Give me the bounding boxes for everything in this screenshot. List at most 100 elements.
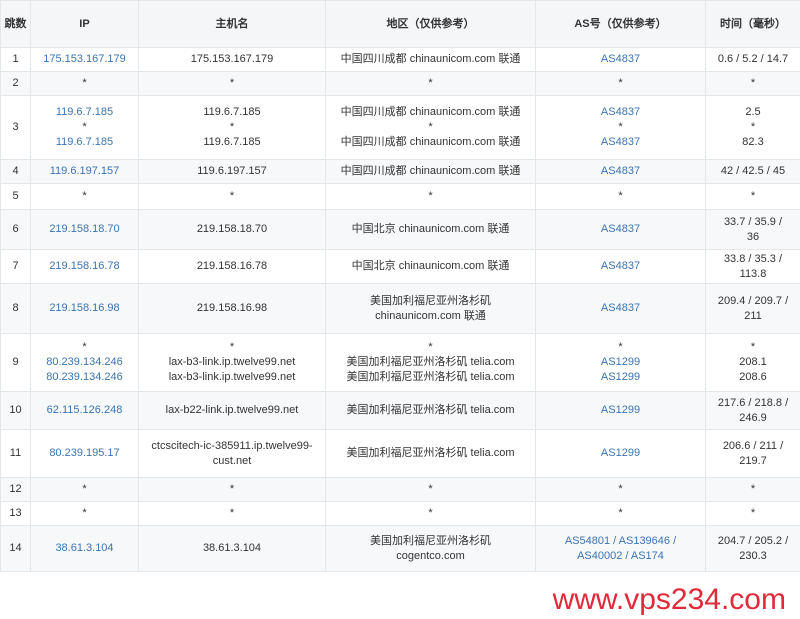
column-header: 主机名: [138, 0, 326, 48]
hop-number: 7: [0, 249, 31, 284]
table-row: 11 80.239.195.17 ctcscitech-ic-385911.ip.t…: [0, 429, 800, 478]
ip-link[interactable]: 62.115.126.248: [46, 404, 123, 416]
cell-region: 中国四川成都 chinaunicom.com 联通: [325, 47, 536, 72]
as-link[interactable]: AS4837: [600, 223, 641, 235]
ip-link[interactable]: 119.6.7.185: [55, 136, 114, 148]
as-link[interactable]: AS4837: [600, 136, 641, 148]
cell-as: AS1299: [535, 391, 706, 430]
hop-number: 13: [0, 501, 31, 526]
cell-ip: 219.158.18.70: [30, 209, 139, 250]
time-text: *: [750, 190, 756, 202]
host-text: *: [229, 341, 235, 353]
table-row: 1 175.153.167.179 175.153.167.179 中国四川成都 ch…: [0, 47, 800, 72]
ip-text: *: [82, 507, 87, 519]
as-text: *: [618, 341, 623, 353]
table-row: 4 119.6.197.157 119.6.197.157 中国四川成都 chinau…: [0, 159, 800, 184]
time-text: 208.6: [739, 371, 767, 383]
as-link[interactable]: AS4837: [600, 302, 641, 314]
as-link[interactable]: AS1299: [600, 404, 641, 416]
as-link[interactable]: AS4837: [600, 53, 641, 65]
as-link[interactable]: AS54801 / AS139646 /: [564, 534, 677, 547]
as-text: *: [618, 190, 623, 202]
ip-link[interactable]: 175.153.167.179: [43, 53, 126, 65]
cell-region: 美国加利福尼亚州洛杉矶 chinaunicom.com 联通: [325, 283, 536, 334]
as-link[interactable]: AS1299: [600, 356, 641, 368]
cell-as: AS4837: [535, 249, 706, 284]
time-text: 2.5: [745, 106, 761, 118]
hop-number: 4: [0, 159, 31, 184]
cell-as: *: [535, 71, 706, 96]
cell-region: 美国加利福尼亚州洛杉矶 telia.com: [325, 391, 536, 430]
host-text: ctcscitech-ic-385911.ip.twelve99-: [151, 439, 313, 452]
cell-host: lax-b22-link.ip.twelve99.net: [138, 391, 326, 430]
table-row: 10 62.115.126.248 lax-b22-link.ip.twelve99…: [0, 391, 800, 430]
table-row: 9 * 80.239.134.246 80.239.134.246 * lax-b3-li…: [0, 333, 800, 392]
as-link[interactable]: AS4837: [600, 165, 641, 177]
cell-time: *: [705, 477, 800, 502]
time-text: 211: [744, 309, 762, 322]
host-text: *: [229, 77, 235, 89]
cell-ip: 219.158.16.78: [30, 249, 139, 284]
cell-as: AS4837: [535, 47, 706, 72]
time-text: *: [750, 77, 756, 89]
cell-as: AS4837: [535, 209, 706, 250]
hop-number: 8: [0, 283, 31, 334]
ip-link[interactable]: 219.158.16.98: [49, 302, 120, 314]
cell-as: AS4837 * AS4837: [535, 95, 706, 160]
as-link[interactable]: AS1299: [600, 371, 641, 383]
host-text: 219.158.18.70: [196, 223, 268, 235]
cell-time: 206.6 / 211 / 219.7: [705, 429, 800, 478]
host-text: cust.net: [212, 454, 252, 467]
host-text: 219.158.16.98: [196, 302, 268, 314]
time-text: 204.7 / 205.2 /: [717, 534, 789, 547]
cell-region: 中国北京 chinaunicom.com 联通: [325, 249, 536, 284]
cell-host: 219.158.16.98: [138, 283, 326, 334]
as-link[interactable]: AS4837: [600, 106, 641, 118]
region-text: 中国四川成都 chinaunicom.com 联通: [340, 165, 521, 177]
region-text: *: [428, 77, 433, 89]
table-row: 13 * * * * *: [0, 501, 800, 526]
ip-link[interactable]: 80.239.134.246: [46, 371, 123, 383]
ip-link[interactable]: 80.239.134.246: [46, 356, 123, 368]
column-header: 跳数: [0, 0, 31, 48]
cell-as: *: [535, 183, 706, 210]
host-text: *: [229, 190, 235, 202]
region-text: 美国加利福尼亚州洛杉矶 telia.com: [346, 371, 515, 383]
as-link[interactable]: AS4837: [600, 260, 641, 272]
cell-ip: 38.61.3.104: [30, 525, 139, 572]
time-text: 33.7 / 35.9 /: [723, 215, 783, 228]
region-text: 中国北京 chinaunicom.com 联通: [351, 223, 510, 235]
as-link[interactable]: AS40002 / AS174: [577, 549, 664, 562]
region-text: 美国加利福尼亚州洛杉矶 telia.com: [346, 356, 515, 368]
cell-host: 38.61.3.104: [138, 525, 326, 572]
cell-ip: 80.239.195.17: [30, 429, 139, 478]
hop-number: 9: [0, 333, 31, 392]
cell-as: *: [535, 477, 706, 502]
ip-link[interactable]: 38.61.3.104: [55, 542, 114, 554]
table-row: 14 38.61.3.104 38.61.3.104 美国加利福尼亚州洛杉矶 cogen…: [0, 525, 800, 572]
cell-ip: *: [30, 183, 139, 210]
region-text: 美国加利福尼亚州洛杉矶 telia.com: [346, 447, 515, 459]
ip-link[interactable]: 80.239.195.17: [49, 447, 120, 459]
region-text: *: [428, 483, 433, 495]
as-link[interactable]: AS1299: [600, 447, 641, 459]
hop-number: 10: [0, 391, 31, 430]
ip-link[interactable]: 219.158.18.70: [49, 223, 120, 235]
ip-link[interactable]: 119.6.197.157: [49, 165, 120, 177]
region-text: 美国加利福尼亚州洛杉矶 telia.com: [346, 404, 515, 416]
hop-number: 1: [0, 47, 31, 72]
ip-link[interactable]: 219.158.16.78: [49, 260, 120, 272]
region-text: cogentco.com: [396, 549, 465, 562]
region-text: *: [428, 507, 433, 519]
ip-link[interactable]: 119.6.7.185: [55, 106, 114, 118]
cell-region: *: [325, 501, 536, 526]
time-text: 246.9: [739, 411, 767, 424]
cell-ip: *: [30, 71, 139, 96]
ip-text: *: [82, 121, 87, 133]
cell-host: *: [138, 501, 326, 526]
host-text: 219.158.16.78: [196, 260, 268, 272]
cell-host: 219.158.18.70: [138, 209, 326, 250]
host-text: lax-b3-link.ip.twelve99.net: [168, 371, 296, 383]
cell-ip: 219.158.16.98: [30, 283, 139, 334]
cell-time: *: [705, 71, 800, 96]
